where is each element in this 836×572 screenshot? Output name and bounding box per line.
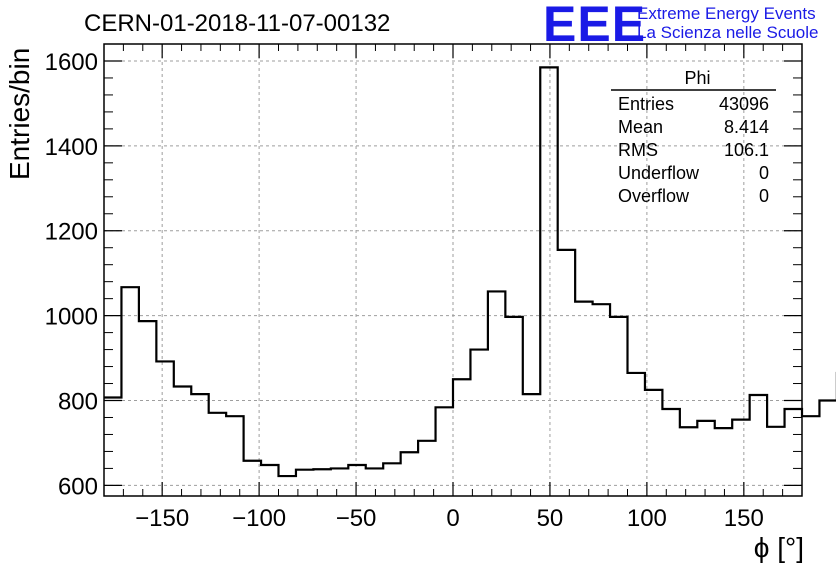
x-tick-label: 50 xyxy=(537,505,564,532)
x-tick-label: 100 xyxy=(627,505,667,532)
stats-label: Mean xyxy=(618,117,663,137)
stats-value: 8.414 xyxy=(724,117,769,137)
y-tick-label: 1200 xyxy=(45,219,98,246)
logo-line-2: La Scienza nelle Scuole xyxy=(637,23,819,42)
x-tick-label: 0 xyxy=(446,505,459,532)
axis-ticks xyxy=(104,43,802,496)
stats-value: 0 xyxy=(759,186,769,206)
x-tick-label: −100 xyxy=(232,505,286,532)
stats-box: Phi Entries 43096 Mean 8.414 RMS 106.1 Underflo… xyxy=(611,68,776,206)
stats-title: Phi xyxy=(684,68,710,88)
stats-value: 0 xyxy=(759,163,769,183)
y-tick-label: 600 xyxy=(58,473,98,500)
y-tick-label: 1600 xyxy=(45,49,98,76)
x-tick-label: −150 xyxy=(135,505,189,532)
stats-label: Overflow xyxy=(618,186,690,206)
y-tick-label: 1000 xyxy=(45,304,98,331)
x-tick-label: 150 xyxy=(724,505,764,532)
y-tick-label: 1400 xyxy=(45,134,98,161)
stats-label: Entries xyxy=(618,94,674,114)
tick-labels: −150 −100 −50 0 50 100 150 600 800 1000 1200 1400 16… xyxy=(45,49,764,532)
logo-line-1: Extreme Energy Events xyxy=(637,4,816,23)
eee-logo: EEE xyxy=(543,0,647,52)
histogram-step-line xyxy=(104,66,836,478)
x-tick-label: −50 xyxy=(336,505,377,532)
plot-frame xyxy=(103,43,803,497)
x-axis-label: ϕ [°] xyxy=(753,532,804,563)
stats-label: RMS xyxy=(618,140,658,160)
page-title: CERN-01-2018-11-07-00132 xyxy=(84,10,391,37)
stats-value: 106.1 xyxy=(724,140,769,160)
stats-label: Underflow xyxy=(618,163,700,183)
stats-value: 43096 xyxy=(719,94,769,114)
y-tick-label: 800 xyxy=(58,389,98,416)
y-axis-label: Entries/bin xyxy=(4,47,35,180)
